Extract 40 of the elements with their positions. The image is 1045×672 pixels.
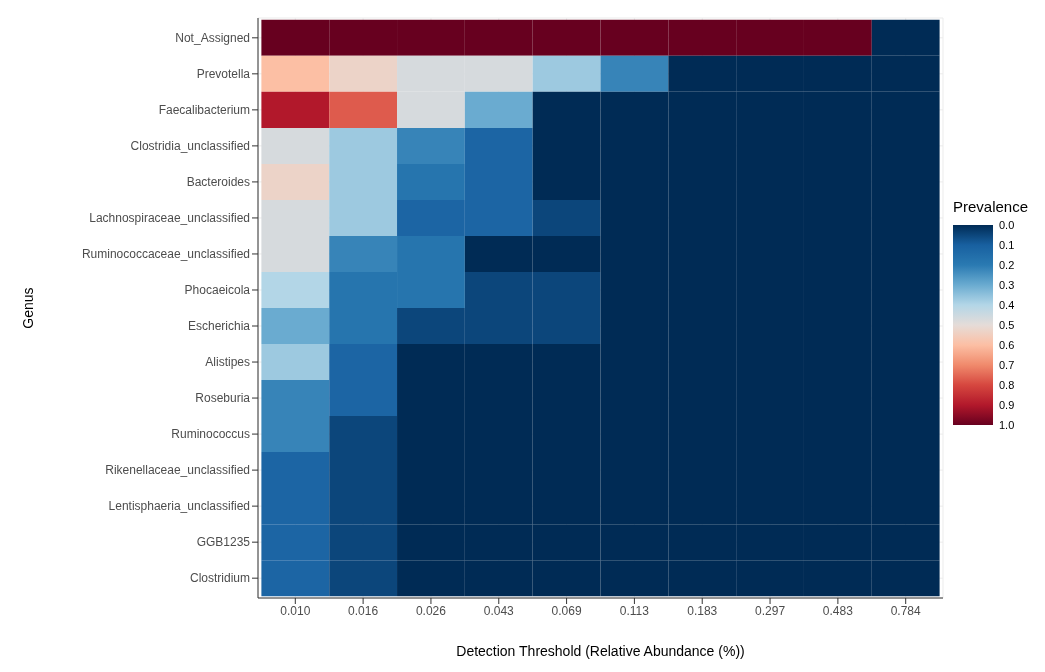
y-tick-label: Ruminococcaceae_unclassified — [81, 247, 250, 262]
y-tick-label: Prevotella — [196, 67, 251, 82]
y-axis-title: Genus — [19, 287, 36, 329]
color-bar-label: 0.4 — [999, 298, 1015, 312]
y-tick-label: Alistipes — [205, 355, 250, 370]
color-bar-label: 0.3 — [999, 278, 1015, 292]
y-tick-label: Faecalibacterium — [158, 103, 250, 118]
color-bar-title: Prevalence — [953, 198, 1030, 215]
y-tick-label: Lentisphaeria_unclassified — [108, 499, 250, 514]
y-tick-label: Clostridium — [189, 571, 250, 586]
x-tick-label: 0.483 — [822, 603, 854, 618]
color-bar-label: 0.2 — [999, 258, 1015, 272]
y-tick-label: Ruminococcus — [171, 427, 250, 442]
y-tick-label: Escherichia — [187, 319, 251, 334]
x-tick-label: 0.010 — [280, 603, 311, 618]
x-tick-label: 0.784 — [890, 603, 922, 618]
x-tick-label: 0.043 — [483, 603, 515, 618]
x-tick-label: 0.026 — [415, 603, 447, 618]
y-tick-label: Phocaeicola — [184, 283, 251, 298]
color-bar-label: 0.9 — [999, 398, 1015, 412]
x-tick-label: 0.069 — [551, 603, 582, 618]
color-bar-label: 0.0 — [999, 218, 1015, 232]
color-bar-label: 1.0 — [999, 418, 1015, 432]
y-tick-label: Bacteroides — [186, 175, 250, 190]
y-tick-label: Clostridia_unclassified — [130, 139, 250, 154]
y-tick-label: Lachnospiraceae_unclassified — [89, 211, 250, 226]
y-tick-label: Not_Assigned — [175, 31, 250, 46]
x-tick-label: 0.016 — [348, 603, 379, 618]
color-bar-label: 0.5 — [999, 318, 1015, 332]
y-tick-label: Rikenellaceae_unclassified — [105, 463, 250, 478]
x-tick-label: 0.113 — [619, 603, 650, 618]
y-tick-label: GGB1235 — [196, 535, 251, 550]
x-axis-title: Detection Threshold (Relative Abundance (%)) — [456, 643, 745, 659]
color-bar-label: 0.8 — [999, 378, 1015, 392]
y-tick-label: Roseburia — [195, 391, 251, 406]
x-tick-label: 0.297 — [755, 603, 786, 618]
color-bar-label: 0.1 — [999, 238, 1015, 252]
x-tick-label: 0.183 — [687, 603, 718, 618]
color-bar-label: 0.7 — [999, 358, 1015, 372]
color-bar-label: 0.6 — [999, 338, 1015, 352]
